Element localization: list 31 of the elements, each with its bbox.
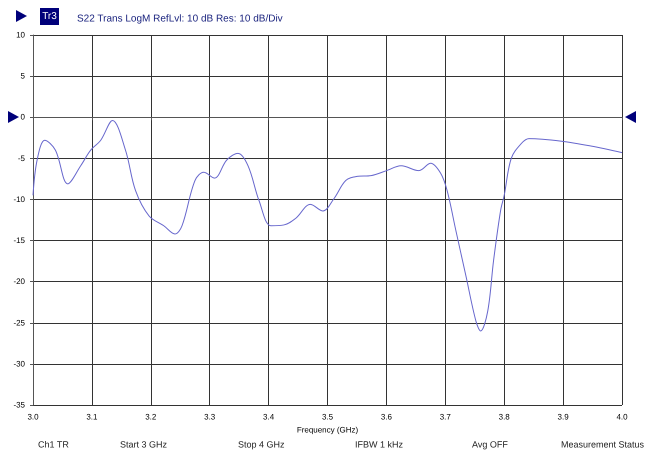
text: Avg OFF xyxy=(472,440,508,450)
y-tick-label: 5 xyxy=(20,72,26,81)
y-tick-label: -35 xyxy=(13,400,26,410)
y-tick-label: -15 xyxy=(13,236,26,246)
text: Stop 4 GHz xyxy=(238,440,286,450)
x-tick-label: 3.8 xyxy=(498,412,510,422)
x-tick-label: 3.7 xyxy=(440,412,452,422)
text: Start 3 GHz xyxy=(120,440,168,450)
text: Ch1 TR xyxy=(38,440,70,450)
x-tick-label: 3.4 xyxy=(263,412,275,422)
x-tick-label: 3.5 xyxy=(322,412,334,422)
text: IFBW 1 kHz xyxy=(355,440,404,450)
y-tick-label: 10 xyxy=(16,30,26,40)
x-tick-label: 3.0 xyxy=(27,412,40,422)
y-tick-label: 0 xyxy=(20,112,26,122)
y-tick-label: -5 xyxy=(18,154,26,163)
text: Tr3 xyxy=(42,11,58,22)
x-tick-label: 3.2 xyxy=(145,412,157,422)
x-axis-title: Frequency (GHz) xyxy=(296,425,359,434)
x-tick-label: 3.9 xyxy=(558,412,570,422)
chart-title: S22 Trans LogM RefLvl: 10 dB Res: 10 dB/Div xyxy=(77,14,283,24)
x-tick-label: 4.0 xyxy=(616,412,628,422)
x-tick-label: 3.1 xyxy=(86,412,98,422)
y-tick-label: -10 xyxy=(13,194,26,204)
x-tick-label: 3.6 xyxy=(380,412,393,422)
y-tick-label: -30 xyxy=(13,359,26,368)
y-tick-label: -20 xyxy=(13,277,26,286)
y-tick-label: -25 xyxy=(13,318,26,328)
text: Measurement Status xyxy=(561,440,645,450)
line-series xyxy=(32,120,622,332)
x-tick-label: 3.3 xyxy=(204,412,216,422)
